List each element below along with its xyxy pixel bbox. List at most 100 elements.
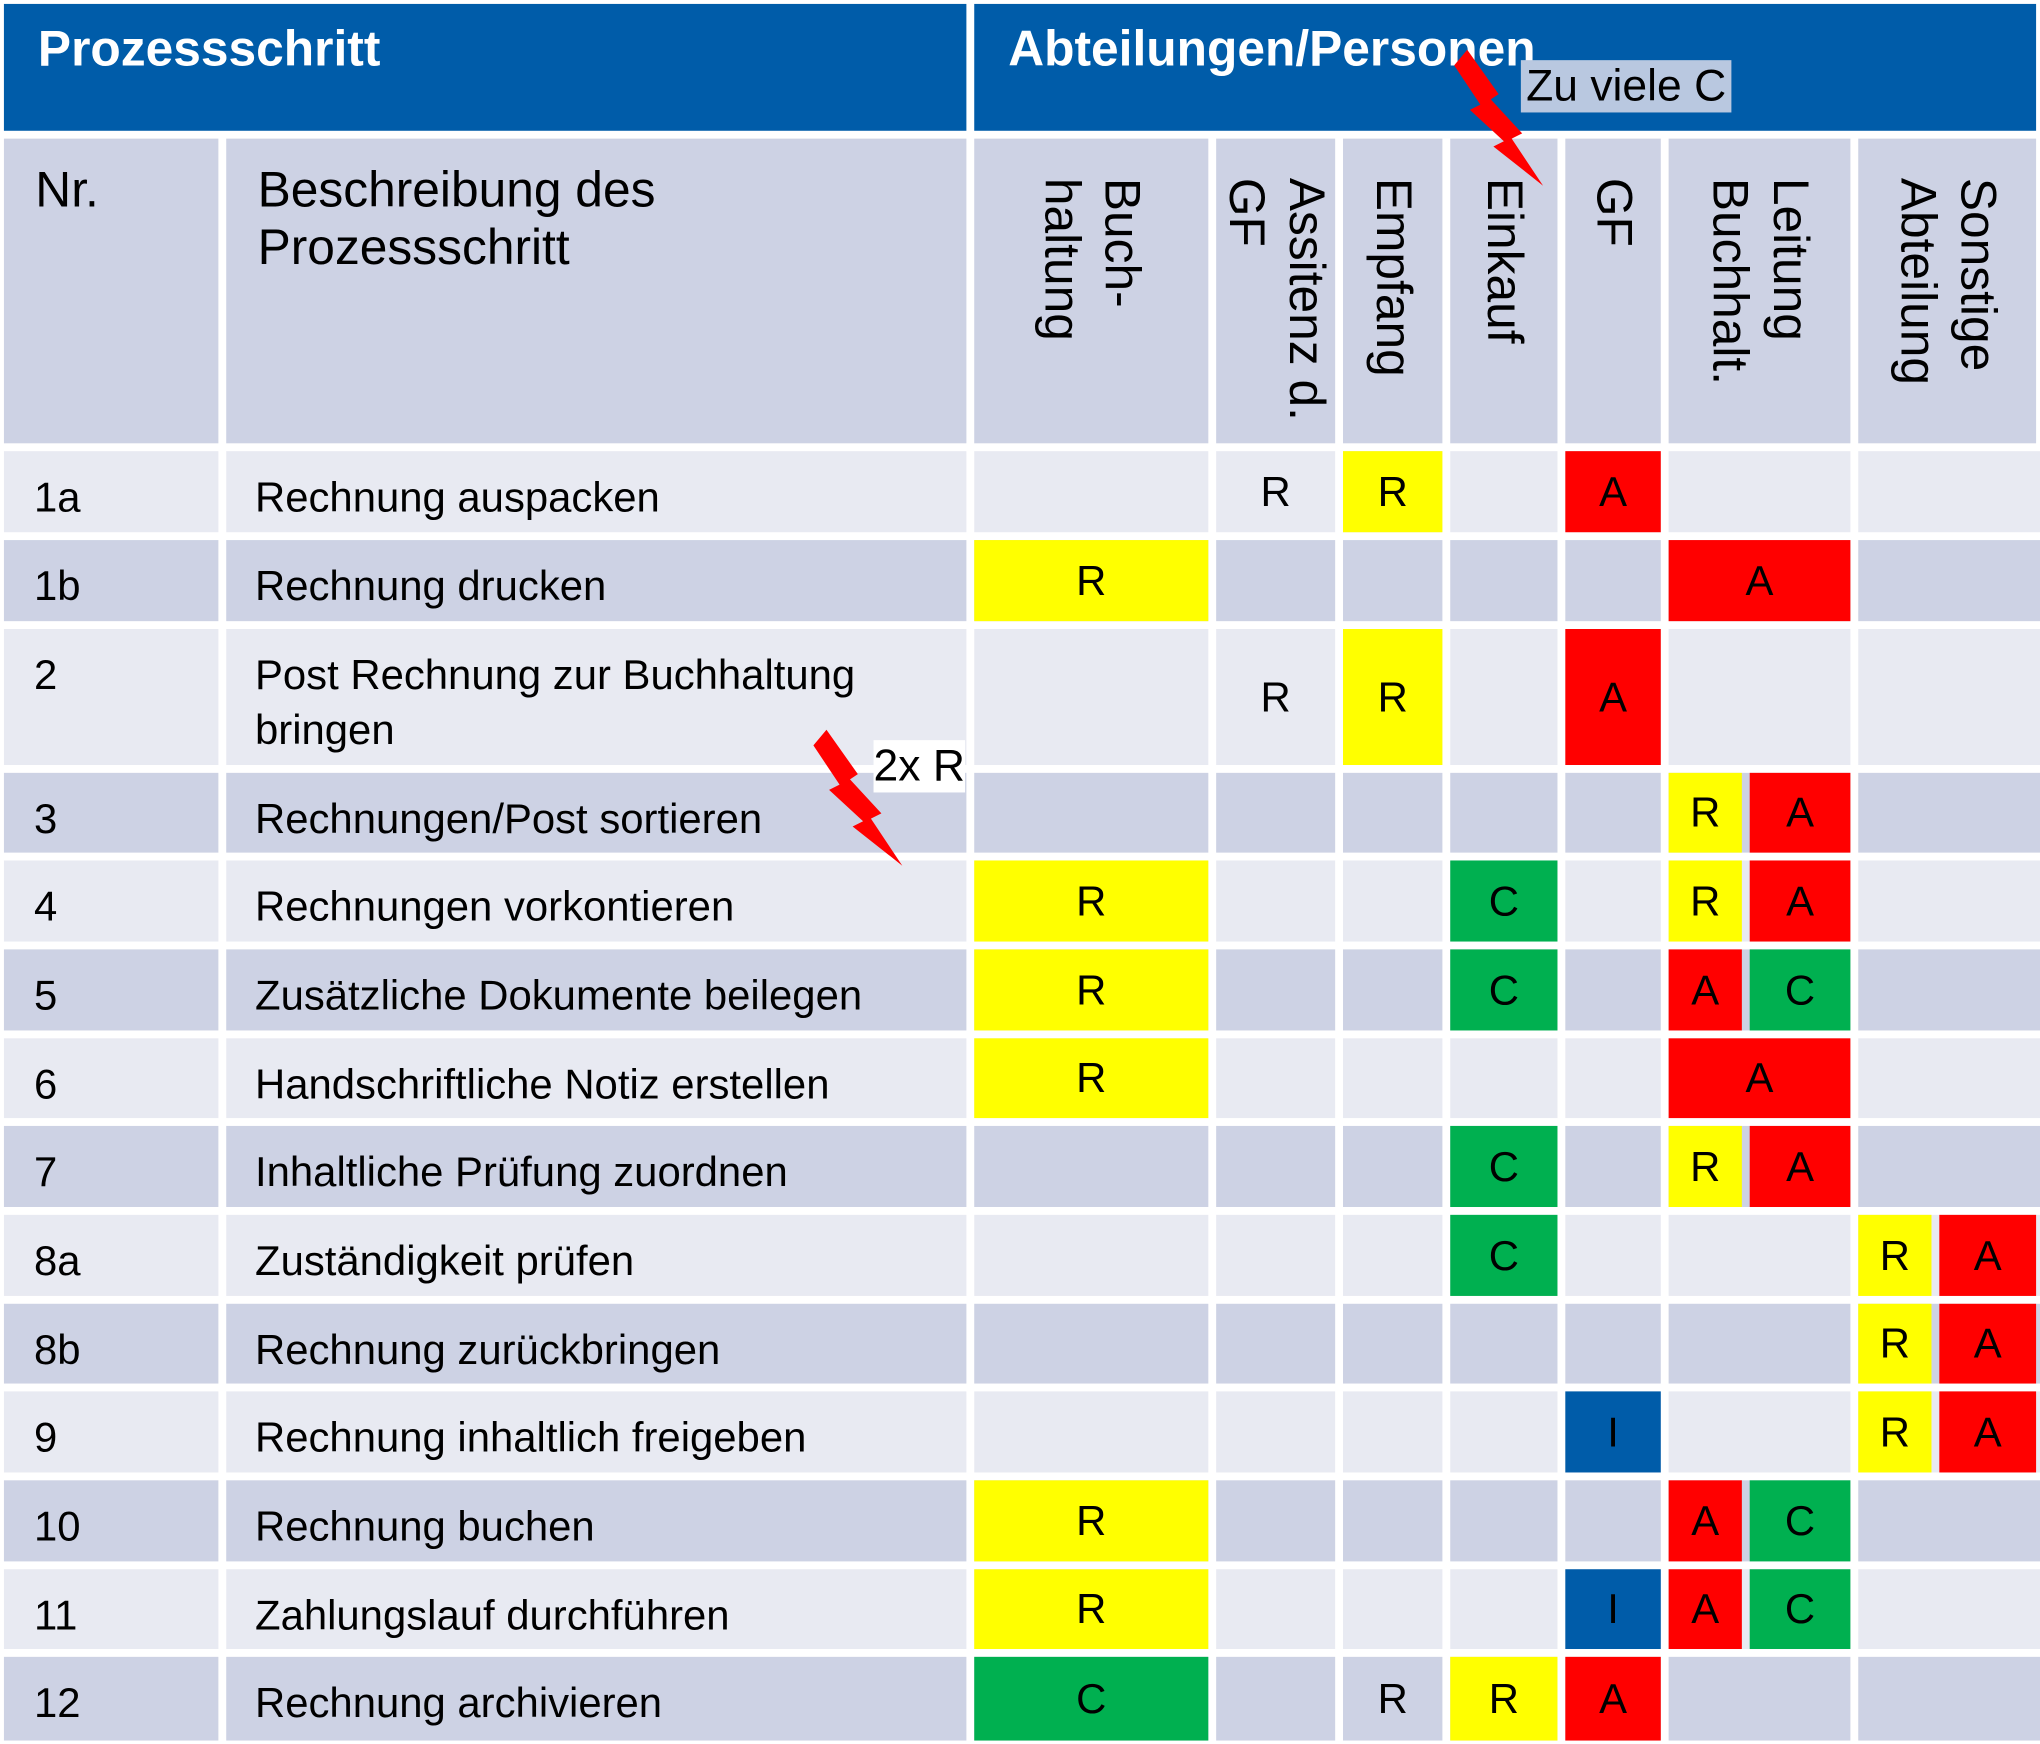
raci-mark-a: A (1939, 1303, 2037, 1384)
cell-r10-c7 (1668, 1391, 1851, 1473)
cell-r4-c1 (226, 860, 967, 942)
raci-mark-r: R (1668, 772, 1742, 853)
row-nr: 7 (34, 1148, 58, 1196)
cell-r12-c4 (1343, 1569, 1443, 1650)
cell-r2-c5 (1450, 629, 1558, 766)
raci-mark-a: A (1668, 949, 1742, 1031)
cell-r11-c1 (226, 1480, 967, 1562)
row-description: Rechnung archivieren (255, 1679, 663, 1727)
cell-r9-c1 (226, 1303, 967, 1384)
lightning-icon-einkauf (1454, 49, 1544, 186)
cell-r8-c3 (1216, 1214, 1336, 1296)
cell-r6-c0 (3, 1038, 219, 1119)
raci-mark-i: I (1565, 1569, 1661, 1650)
raci-mark-a: A (1565, 1656, 1661, 1741)
column-header-einkauf: Einkauf (1450, 138, 1558, 444)
cell-r6-c4 (1343, 1038, 1443, 1119)
cell-r13-c3 (1216, 1656, 1336, 1741)
raci-mark-a: A (1668, 1480, 1742, 1562)
raci-mark-r: R (1343, 629, 1443, 766)
cell-r12-c1 (226, 1569, 967, 1650)
cell-r7-c6 (1565, 1125, 1661, 1208)
raci-mark-r: R (1858, 1303, 1932, 1384)
raci-mark-r: R (1260, 672, 1291, 720)
column-label-empfang: Empfang (1365, 177, 1421, 377)
row-description: Inhaltliche Prüfung zuordnen (255, 1148, 788, 1196)
row-description: Post Rechnung zur Buchhaltung bringen (255, 651, 856, 754)
raci-mark-c: C (1749, 949, 1851, 1031)
cell-r10-c2 (974, 1391, 1209, 1473)
cell-r0-c7 (1668, 451, 1851, 533)
cell-r5-c6 (1565, 949, 1661, 1031)
cell-r0-c5 (1450, 451, 1558, 533)
cell-r10-c3 (1216, 1391, 1336, 1473)
raci-mark-r: R (1260, 467, 1291, 515)
cell-r2-c7 (1668, 629, 1851, 766)
column-header-sonstige: Sonstige Abteilung (1858, 138, 2037, 444)
raci-mark-r: R (1668, 1125, 1742, 1208)
cell-r9-c5 (1450, 1303, 1558, 1384)
cell-r10-c5 (1450, 1391, 1558, 1473)
cell-r12-c5 (1450, 1569, 1558, 1650)
cell-r13-c0 (3, 1656, 219, 1741)
cell-r10-c4 (1343, 1391, 1443, 1473)
cell-r4-c8 (1858, 860, 2040, 942)
cell-r1-c1 (226, 540, 967, 622)
column-header-assistenz: Assitenz d. GF (1216, 138, 1336, 444)
row-description: Zusätzliche Dokumente beilegen (255, 971, 863, 1019)
cell-r11-c6 (1565, 1480, 1661, 1562)
raci-mark-a: A (1565, 451, 1661, 533)
row-nr: 11 (34, 1591, 78, 1639)
cell-r2-c0 (3, 629, 219, 766)
raci-mark-r: R (974, 1569, 1209, 1650)
cell-r7-c4 (1343, 1125, 1443, 1208)
cell-r12-c8 (1858, 1569, 2040, 1650)
raci-mark-r: R (974, 540, 1209, 622)
cell-r1-c0 (3, 540, 219, 622)
cell-r8-c1 (226, 1214, 967, 1296)
raci-mark-a: A (1749, 860, 1851, 942)
cell-r2-c8 (1858, 629, 2040, 766)
row-nr: 1a (34, 473, 81, 521)
row-nr: 9 (34, 1413, 58, 1461)
cell-r9-c0 (3, 1303, 219, 1384)
raci-mark-c: C (1450, 1214, 1558, 1296)
cell-r10-c1 (226, 1391, 967, 1473)
cell-r7-c0 (3, 1125, 219, 1208)
cell-r11-c3 (1216, 1480, 1336, 1562)
cell-r8-c7 (1668, 1214, 1851, 1296)
raci-mark-a: A (1565, 629, 1661, 766)
cell-r3-c4 (1343, 772, 1443, 853)
row-description: Rechnungen/Post sortieren (255, 795, 763, 843)
raci-mark-c: C (974, 1656, 1209, 1741)
cell-r5-c4 (1343, 949, 1443, 1031)
cell-r5-c1 (226, 949, 967, 1031)
column-label-gf: GF (1585, 177, 1641, 247)
lightning-icon-row3 (813, 729, 903, 866)
raci-mark-c: C (1450, 949, 1558, 1031)
cell-r8-c0 (3, 1214, 219, 1296)
raci-mark-a: A (1749, 772, 1851, 853)
raci-mark-a: A (1668, 1569, 1742, 1650)
cell-r0-c2 (974, 451, 1209, 533)
cell-r8-c6 (1565, 1214, 1661, 1296)
raci-mark-c: C (1450, 860, 1558, 942)
cell-r3-c0 (3, 772, 219, 853)
column-header-leitung: Leitung Buchhalt. (1668, 138, 1851, 444)
raci-mark-r: R (974, 860, 1209, 942)
raci-mark-c: C (1749, 1480, 1851, 1562)
cell-r4-c4 (1343, 860, 1443, 942)
row-description: Handschriftliche Notiz erstellen (255, 1060, 830, 1108)
row-description: Rechnung buchen (255, 1502, 595, 1550)
raci-mark-r: R (1858, 1391, 1932, 1473)
raci-mark-r: R (1343, 451, 1443, 533)
raci-mark-r: R (974, 1038, 1209, 1119)
cell-r1-c5 (1450, 540, 1558, 622)
row-description: Rechnung auspacken (255, 473, 660, 521)
cell-r0-c0 (3, 451, 219, 533)
raci-mark-r: R (1858, 1214, 1932, 1296)
cell-r11-c4 (1343, 1480, 1443, 1562)
cell-r1-c8 (1858, 540, 2040, 622)
column-header-gf: GF (1565, 138, 1661, 444)
